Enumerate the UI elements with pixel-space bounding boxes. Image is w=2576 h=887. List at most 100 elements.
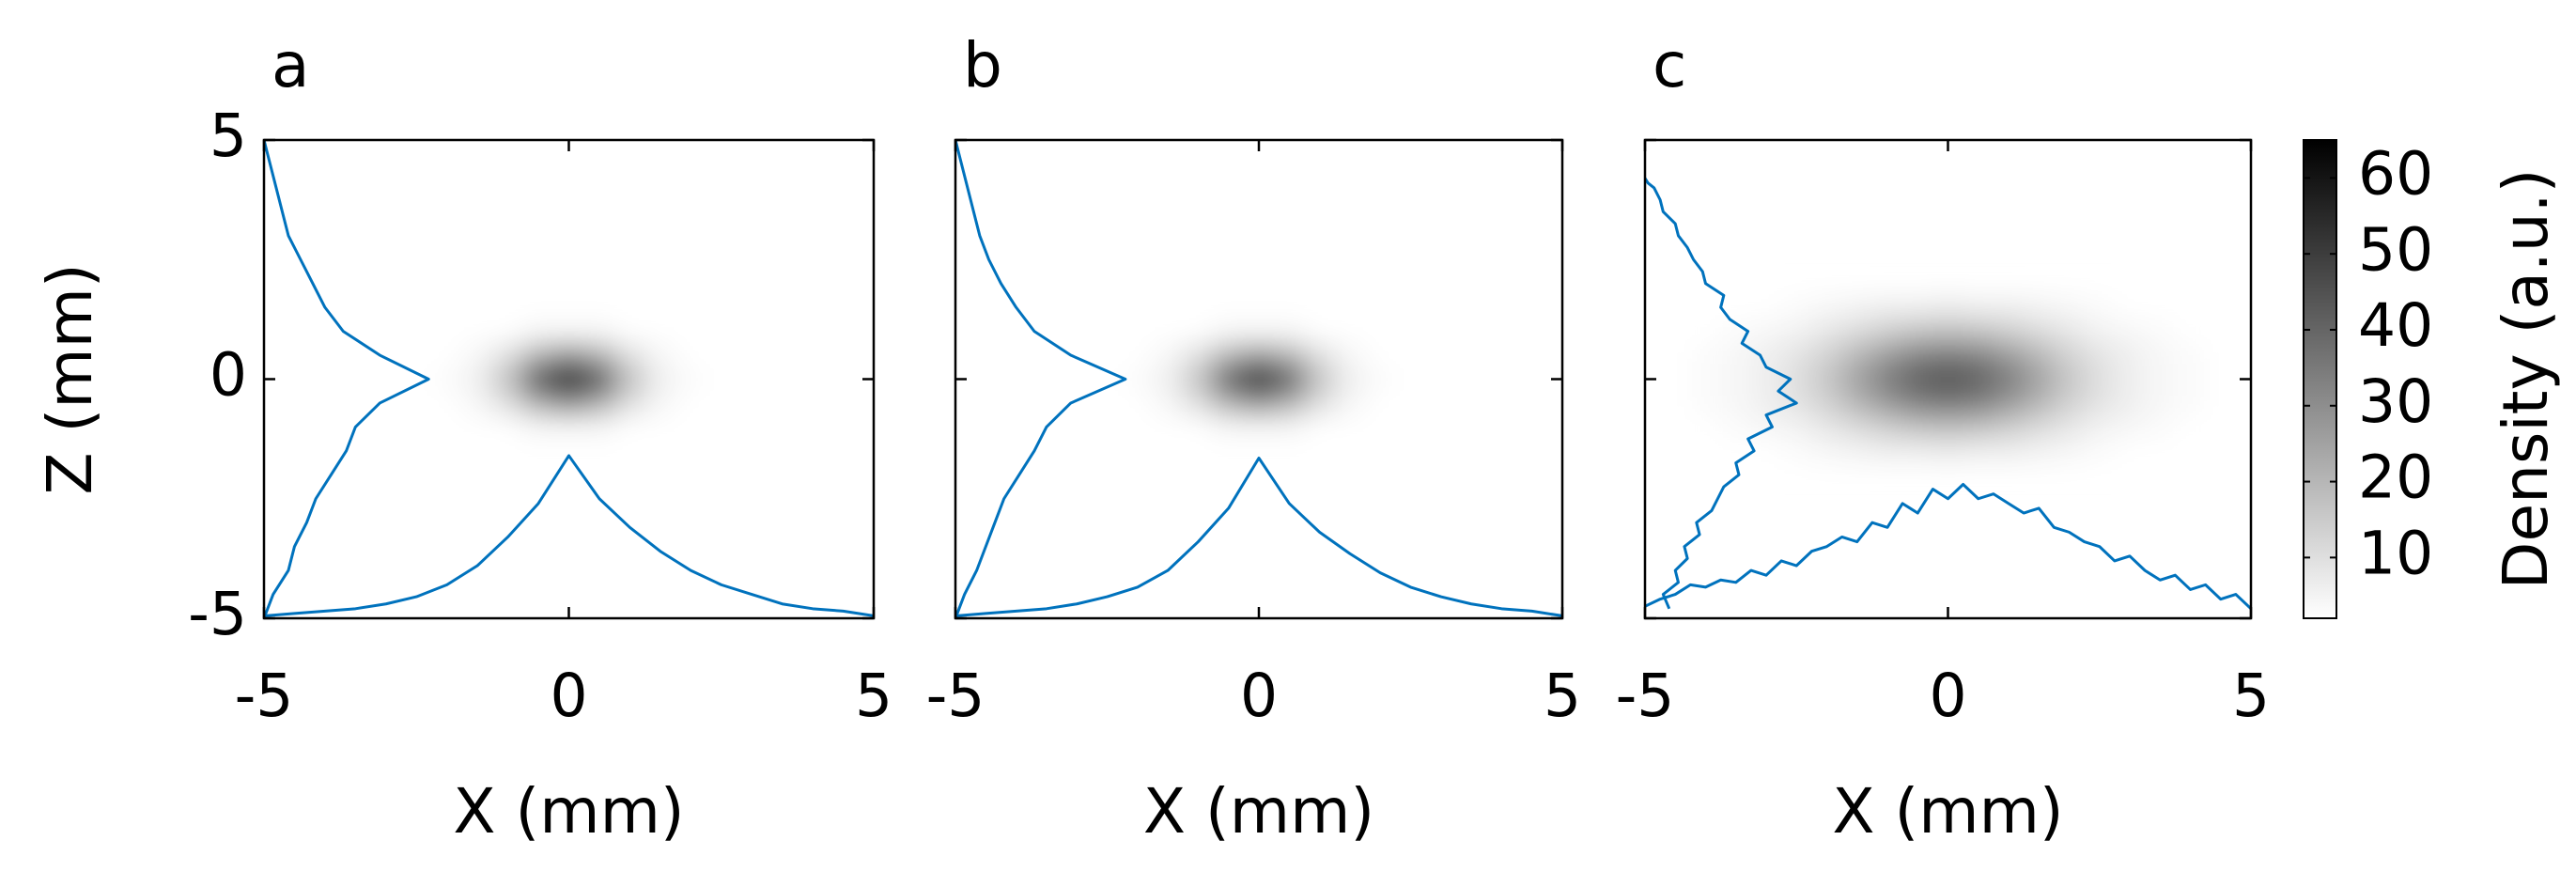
- density-cell: [1334, 295, 1366, 320]
- density-cell: [583, 319, 615, 344]
- density-cell: [1304, 343, 1336, 368]
- density-cell: [1963, 343, 1994, 368]
- density-cell: [797, 295, 829, 320]
- density-cell: [1750, 343, 1782, 368]
- density-cell: [1092, 319, 1124, 344]
- density-cell: [1274, 295, 1305, 320]
- density-cell: [614, 295, 646, 320]
- panel-label: c: [1653, 29, 1686, 101]
- density-cell: [1001, 391, 1032, 416]
- density-cell: [1092, 343, 1124, 368]
- density-cell: [2145, 343, 2176, 368]
- density-cell: [461, 439, 493, 464]
- density-cell: [370, 295, 402, 320]
- density-cell: [2114, 414, 2146, 440]
- density-cell: [1243, 391, 1275, 416]
- density-cell: [1963, 414, 1994, 440]
- colorbar-tick-label: 60: [2358, 139, 2433, 208]
- density-cell: [522, 366, 554, 392]
- density-cell: [2084, 439, 2116, 464]
- panel: -5 0 5 X (mm) b: [926, 29, 1581, 848]
- density-cell: [2084, 366, 2116, 392]
- density-cell: [1486, 439, 1518, 464]
- density-cell: [767, 414, 799, 440]
- density-cell: [1274, 439, 1305, 464]
- profile-line: [955, 456, 1562, 617]
- density-cell: [1062, 414, 1093, 440]
- density-cell: [1750, 439, 1782, 464]
- density-cell: [1871, 366, 1903, 392]
- profile-line: [1645, 482, 2251, 610]
- profile-line: [1645, 177, 1798, 610]
- density-cell: [2114, 295, 2146, 320]
- density-cell: [2145, 319, 2176, 344]
- density-cell: [309, 414, 341, 440]
- density-cell: [1152, 295, 1184, 320]
- density-cell: [583, 391, 615, 416]
- density-cell: [1425, 343, 1457, 368]
- density-cell: [461, 343, 493, 368]
- x-tick-label: -5: [235, 661, 294, 730]
- density-cell: [1993, 343, 2025, 368]
- density-cell: [2024, 414, 2055, 440]
- density-cell: [1395, 319, 1427, 344]
- density-cell: [767, 343, 799, 368]
- density-cell: [1031, 366, 1063, 392]
- panel: -5 0 5 X (mm) c: [1616, 29, 2270, 848]
- density-cell: [1902, 295, 1933, 320]
- density-cell: [1963, 295, 1994, 320]
- density-cell: [401, 343, 432, 368]
- density-cell: [553, 414, 585, 440]
- density-cell: [370, 439, 402, 464]
- density-cell: [1395, 295, 1427, 320]
- density-cell: [1062, 295, 1093, 320]
- x-tick-label: 5: [855, 661, 892, 730]
- density-cell: [614, 343, 646, 368]
- density-cell: [1841, 391, 1873, 416]
- density-cell: [2175, 391, 2207, 416]
- density-cell: [401, 391, 432, 416]
- density-cell: [2145, 295, 2176, 320]
- density-cell: [675, 391, 707, 416]
- density-cell: [1213, 343, 1245, 368]
- density-cell: [1395, 414, 1427, 440]
- density-image: [309, 295, 829, 464]
- density-cell: [1993, 391, 2025, 416]
- density-cell: [644, 295, 676, 320]
- density-cell: [1001, 439, 1032, 464]
- density-cell: [1993, 439, 2025, 464]
- density-cell: [736, 319, 768, 344]
- density-cell: [461, 319, 493, 344]
- colorbar: 10 20 30 40 50 60 Density (a.u.): [2303, 139, 2562, 619]
- density-cell: [1902, 391, 1933, 416]
- density-cell: [644, 439, 676, 464]
- density-cell: [1304, 414, 1336, 440]
- density-cell: [2145, 414, 2176, 440]
- density-cell: [1092, 295, 1124, 320]
- density-cell: [1213, 319, 1245, 344]
- density-cell: [1334, 366, 1366, 392]
- density-cell: [2054, 439, 2086, 464]
- density-cell: [2054, 366, 2086, 392]
- density-cell: [2175, 343, 2207, 368]
- density-cell: [2175, 319, 2207, 344]
- density-cell: [2024, 391, 2055, 416]
- density-cell: [1001, 343, 1032, 368]
- density-cell: [461, 366, 493, 392]
- density-cell: [553, 391, 585, 416]
- density-cell: [1750, 319, 1782, 344]
- density-cell: [583, 439, 615, 464]
- density-cell: [1395, 366, 1427, 392]
- density-cell: [644, 366, 676, 392]
- density-cell: [2024, 366, 2055, 392]
- density-cell: [1455, 391, 1487, 416]
- density-cell: [2145, 391, 2176, 416]
- density-cell: [1455, 319, 1487, 344]
- x-tick-label: 0: [1240, 661, 1278, 730]
- density-cell: [1871, 319, 1903, 344]
- density-cell: [1334, 439, 1366, 464]
- density-cell: [1274, 319, 1305, 344]
- density-cell: [1062, 439, 1093, 464]
- density-cell: [1841, 366, 1873, 392]
- density-cell: [1455, 439, 1487, 464]
